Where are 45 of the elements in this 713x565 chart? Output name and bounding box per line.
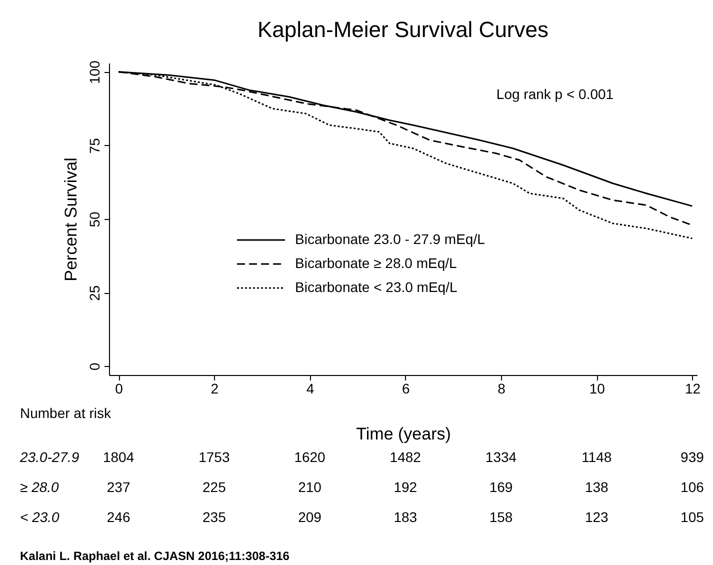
y-tick-label: 50 — [86, 212, 102, 228]
text: 192 — [394, 479, 418, 495]
x-tick-label: 0 — [115, 380, 124, 396]
annotation: Log rank p < 0.001 — [496, 86, 614, 102]
x-axis-title: Time (years) — [356, 424, 451, 444]
text: 1753 — [198, 449, 230, 465]
text: 225 — [202, 479, 226, 495]
text: 246 — [106, 509, 130, 525]
x-tick-label: 12 — [684, 380, 701, 396]
text: 1804 — [102, 449, 134, 465]
text: 237 — [106, 479, 130, 495]
legend-label: Bicarbonate ≥ 28.0 mEq/L — [295, 255, 457, 271]
x-tick-label: 6 — [402, 380, 410, 396]
text: 105 — [680, 509, 704, 525]
text: 1334 — [485, 449, 517, 465]
text: 106 — [680, 479, 704, 495]
text: 1482 — [390, 449, 422, 465]
y-axis-title: Percent Survival — [62, 158, 80, 282]
text: 1620 — [294, 449, 326, 465]
y-tick-label: 100 — [86, 60, 102, 84]
chart-title: Kaplan-Meier Survival Curves — [258, 17, 548, 42]
text: Kalani L. Raphael et al. CJASN 2016;11:308-316 — [20, 549, 290, 563]
text: 209 — [298, 509, 322, 525]
text: 1148 — [582, 449, 612, 465]
text: 235 — [202, 509, 226, 525]
x-tick-label: 10 — [589, 380, 606, 396]
text: 138 — [584, 479, 608, 495]
text: ≥ 28.0 — [20, 479, 60, 495]
x-tick-label: 4 — [306, 380, 314, 396]
text: Number at risk — [20, 405, 112, 421]
y-tick-label: 0 — [86, 362, 102, 371]
legend-label: Bicarbonate 23.0 - 27.9 mEq/L — [295, 231, 486, 247]
text: 183 — [394, 509, 418, 525]
text: 23.0-27.9 — [19, 449, 80, 465]
x-tick-label: 2 — [210, 380, 219, 396]
x-tick-label: 8 — [498, 380, 506, 396]
text: 169 — [489, 479, 513, 495]
legend-label: Bicarbonate < 23.0 mEq/L — [295, 279, 458, 295]
text: < 23.0 — [20, 509, 60, 525]
y-tick-label: 25 — [86, 285, 102, 301]
text: 939 — [680, 449, 704, 465]
text: 123 — [584, 509, 608, 525]
text: 158 — [489, 509, 513, 525]
y-tick-label: 75 — [86, 138, 102, 154]
text: 210 — [298, 479, 322, 495]
